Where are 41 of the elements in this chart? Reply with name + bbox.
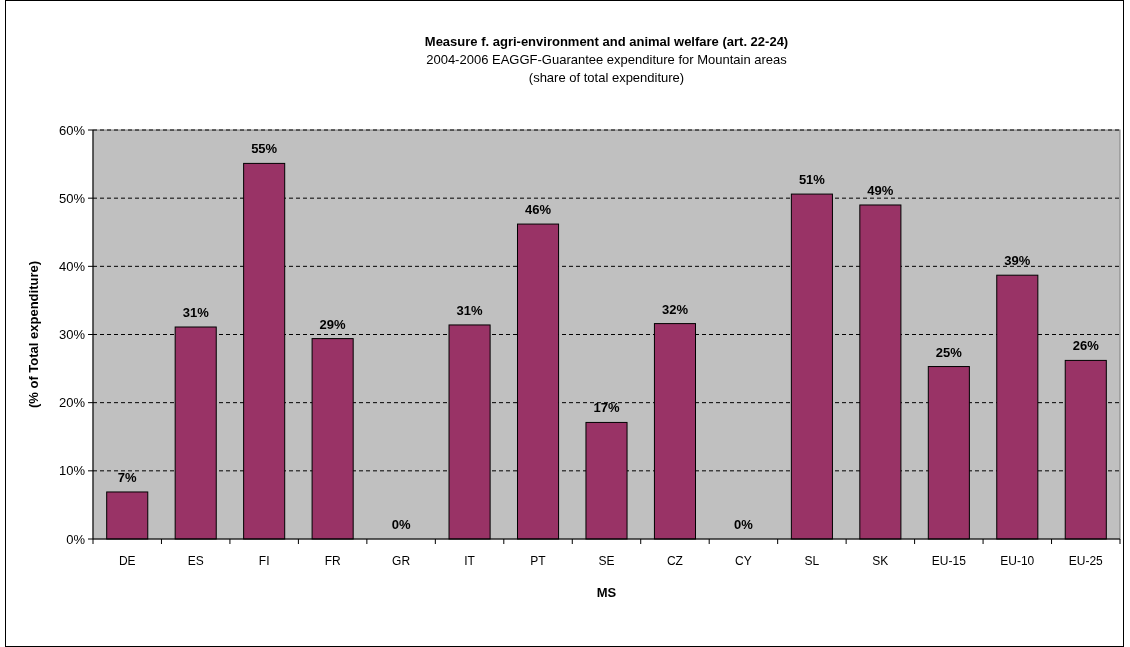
data-label: 31% [456,302,484,318]
x-tick-label: SK [872,554,889,568]
x-tick-label: DE [118,554,136,568]
x-tick-label: ES [187,554,204,568]
data-label: 17% [593,400,620,416]
chart-subtitle: 2004-2006 EAGGF-Guarantee expenditure for Mountain areas (share of total expenditure) [426,52,788,85]
x-tick-label: GR [392,554,411,568]
y-tick-label: 10% [58,463,86,479]
y-tick-label: 50% [58,190,86,206]
y-axis-title: (% of Total expenditure) [26,260,41,409]
x-tick-label: CY [735,554,752,568]
x-tick-label: SE [598,554,615,568]
data-label: 49% [867,182,894,198]
data-label: 46% [525,202,552,218]
y-tick-label: 40% [58,258,86,274]
x-tick-label: EU-25 [1068,554,1104,568]
x-axis-title: MS [596,585,617,600]
data-label: 51% [798,172,826,188]
x-tick-label: FI [258,554,270,568]
x-tick-label: EU-15 [931,554,967,568]
data-label: 55% [251,141,278,157]
data-label: 26% [1072,338,1100,354]
x-tick-label: CZ [666,554,683,568]
y-tick-label: 30% [58,327,86,343]
data-label: 0% [734,517,754,532]
data-label: 29% [319,316,347,332]
chart-title: Measure f. agri-environment and animal welfare (art. 22-24) [424,34,789,49]
data-label: 0% [391,517,411,532]
data-label: 7% [117,469,138,485]
x-tick-label: SL [804,554,820,568]
x-tick-label: FR [324,554,341,568]
x-tick-label: IT [464,554,476,568]
data-label: 31% [182,305,210,320]
x-tick-label: EU-10 [1000,554,1035,568]
data-label: 39% [1004,253,1031,269]
y-tick-label: 0% [66,531,86,547]
x-tick-label: PT [530,554,547,568]
data-label: 25% [935,344,963,360]
y-tick-label: 20% [58,395,86,411]
y-tick-label: 60% [58,122,86,138]
data-label: 32% [661,301,689,317]
